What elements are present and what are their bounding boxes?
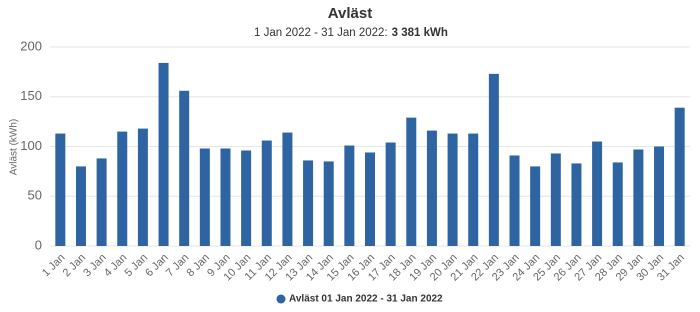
bar — [261, 140, 272, 246]
y-tick-label: 200 — [20, 38, 42, 53]
x-tick-label: 7 Jan — [164, 252, 192, 280]
x-tick-label: 2 Jan — [61, 252, 89, 280]
bar — [488, 73, 499, 247]
bar — [406, 117, 417, 247]
bar — [426, 130, 437, 246]
bar — [633, 149, 644, 246]
bar — [75, 166, 86, 246]
bar — [158, 62, 169, 246]
legend-label: Avläst 01 Jan 2022 - 31 Jan 2022 — [289, 294, 443, 305]
y-tick-label: 0 — [35, 237, 42, 252]
x-tick-label: 4 Jan — [102, 252, 130, 280]
bar — [55, 133, 66, 246]
x-tick-label: 3 Jan — [81, 252, 109, 280]
bar — [530, 166, 541, 246]
y-tick-label: 100 — [20, 138, 42, 153]
x-tick-label: 1 Jan — [40, 252, 68, 280]
y-tick-label: 150 — [20, 88, 42, 103]
bar — [571, 163, 582, 246]
bar — [117, 131, 128, 246]
bar — [592, 141, 603, 246]
y-axis-label: Avläst (kWh) — [9, 119, 20, 176]
y-tick-label: 50 — [28, 188, 42, 203]
bar — [674, 107, 685, 246]
subtitle: 1 Jan 2022 - 31 Jan 2022: — [254, 27, 388, 39]
bar — [612, 162, 623, 246]
x-tick-label: 8 Jan — [184, 252, 212, 280]
x-tick-label: 6 Jan — [143, 252, 171, 280]
bar — [241, 150, 252, 246]
bar — [220, 148, 231, 246]
total: 3 381 kWh — [392, 27, 448, 39]
bar — [654, 146, 665, 246]
bar — [365, 152, 375, 246]
bar — [550, 153, 561, 246]
bar — [137, 128, 148, 246]
bar — [179, 90, 190, 246]
bar — [447, 133, 458, 246]
bar — [344, 145, 355, 246]
chart-title: Avläst — [328, 5, 372, 22]
bar — [468, 133, 479, 246]
bar — [323, 161, 334, 246]
legend-marker — [276, 294, 286, 304]
bar — [385, 142, 396, 246]
subtitle-line: 1 Jan 2022 - 31 Jan 2022: 3 381 kWh — [254, 27, 448, 39]
x-tick-label: 5 Jan — [123, 252, 151, 280]
bar — [199, 148, 210, 246]
bar — [282, 132, 293, 246]
bar — [303, 160, 314, 246]
bar — [96, 158, 107, 246]
bar — [509, 155, 520, 246]
